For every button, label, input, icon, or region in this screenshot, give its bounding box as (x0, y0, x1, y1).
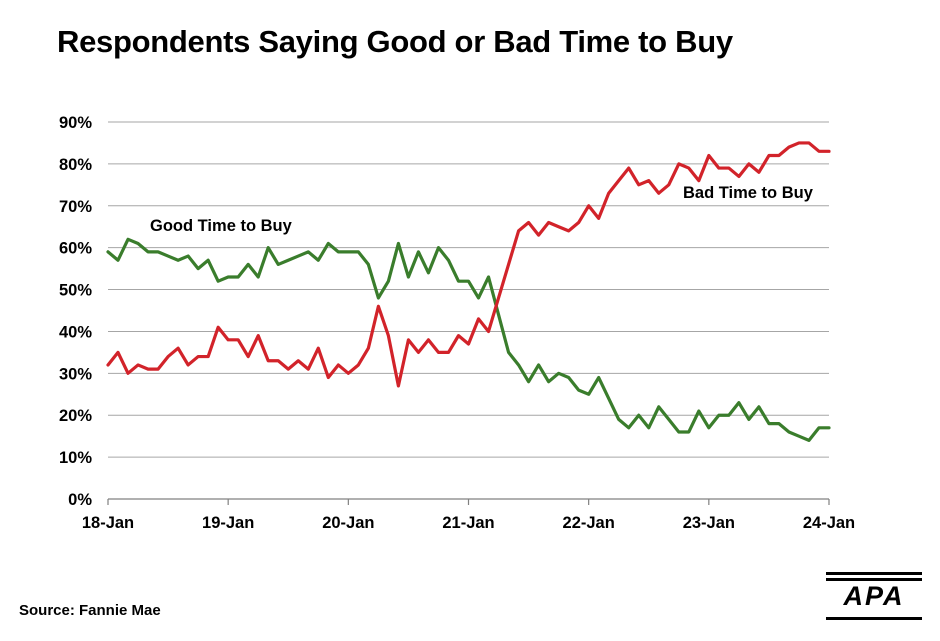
y-tick-label: 50% (59, 282, 92, 300)
gridlines (108, 121, 829, 458)
x-axis (107, 498, 830, 505)
y-tick-label: 0% (68, 491, 92, 509)
series-line-good-time-to-buy (106, 237, 831, 442)
y-tick-label: 80% (59, 156, 92, 174)
source-note: Source: Fannie Mae (19, 602, 161, 619)
series-line-bad-time-to-buy (106, 141, 831, 388)
y-tick-label: 70% (59, 198, 92, 216)
y-tick-label: 10% (59, 449, 92, 467)
x-tick-label: 18-Jan (82, 514, 134, 532)
logo-rule-middle (826, 578, 922, 581)
y-tick-label: 60% (59, 240, 92, 258)
y-tick-label: 20% (59, 407, 92, 425)
series-label-good: Good Time to Buy (150, 217, 293, 235)
y-tick-label: 30% (59, 365, 92, 383)
y-tick-label: 40% (59, 323, 92, 341)
y-tick-label: 90% (59, 114, 92, 132)
series-lines (106, 141, 831, 442)
x-tick-label: 24-Jan (803, 514, 855, 532)
apa-logo: APA (826, 572, 922, 624)
series-label-bad: Bad Time to Buy (683, 184, 814, 202)
x-tick-label: 20-Jan (322, 514, 374, 532)
x-tick-labels: 18-Jan 19-Jan 20-Jan 21-Jan 22-Jan 23-Jan 24-J… (82, 514, 855, 532)
logo-rule-bottom (826, 617, 922, 620)
logo-rule-top (826, 572, 922, 575)
x-tick-label: 21-Jan (442, 514, 494, 532)
y-tick-labels: 0% 10% 20% 30% 40% 50% 60% 70% 80% 90% (59, 114, 92, 509)
x-tick-label: 22-Jan (563, 514, 615, 532)
logo-text: APA (843, 581, 905, 611)
x-tick-label: 23-Jan (683, 514, 735, 532)
x-tick-label: 19-Jan (202, 514, 254, 532)
chart-title: Respondents Saying Good or Bad Time to B… (57, 24, 733, 59)
